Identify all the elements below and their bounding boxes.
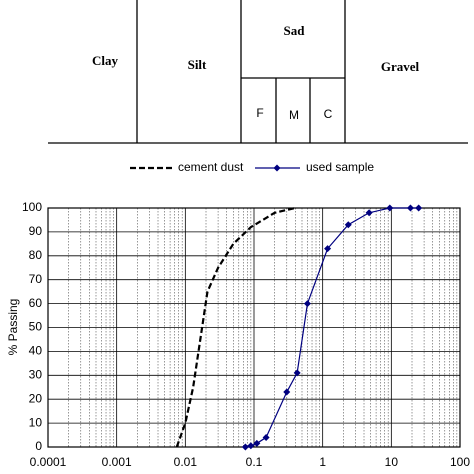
marker [247, 442, 255, 450]
series-line [175, 206, 296, 448]
sand-part: M [289, 108, 299, 122]
marker [344, 221, 352, 229]
marker [415, 204, 423, 212]
legend-marker [273, 164, 281, 172]
marker [241, 443, 249, 451]
class-label: Silt [188, 57, 207, 72]
marker [283, 388, 291, 396]
x-tick-label: 10 [385, 455, 399, 469]
legend-label: used sample [306, 160, 374, 174]
class-label: Gravel [381, 59, 420, 74]
classification-diagram: Clay Silt Sad Gravel F M C [48, 0, 468, 144]
x-tick-label: 0.0001 [30, 455, 67, 469]
marker [253, 439, 261, 447]
y-tick-label: 80 [29, 248, 43, 262]
y-tick-label: 30 [29, 367, 43, 381]
marker [365, 209, 373, 217]
marker [262, 433, 270, 441]
y-axis-label: % Passing [6, 299, 20, 356]
x-tick-label: 0.01 [174, 455, 198, 469]
marker [406, 204, 414, 212]
marker [324, 245, 332, 253]
y-tick-label: 0 [35, 439, 42, 453]
y-tick-label: 50 [29, 320, 43, 334]
class-label: Clay [92, 53, 119, 68]
marker [293, 369, 301, 377]
sand-part: C [324, 107, 333, 121]
plot-frame [47, 207, 461, 448]
sand-part: F [256, 106, 263, 120]
y-tick-label: 10 [29, 415, 43, 429]
y-tick-label: 100 [22, 200, 42, 214]
y-tick-label: 70 [29, 272, 43, 286]
y-tick-label: 20 [29, 391, 43, 405]
y-tick-label: 60 [29, 296, 43, 310]
x-tick-label: 0.1 [246, 455, 263, 469]
class-label: Sad [284, 23, 306, 38]
x-tick-label: 0.001 [102, 455, 132, 469]
y-tick-label: 40 [29, 344, 43, 358]
marker [303, 300, 311, 308]
marker [386, 204, 394, 212]
y-tick-label: 90 [29, 224, 43, 238]
x-tick-label: 100 [450, 455, 470, 469]
x-tick-label: 1 [319, 455, 326, 469]
legend-label: cement dust [178, 160, 244, 174]
